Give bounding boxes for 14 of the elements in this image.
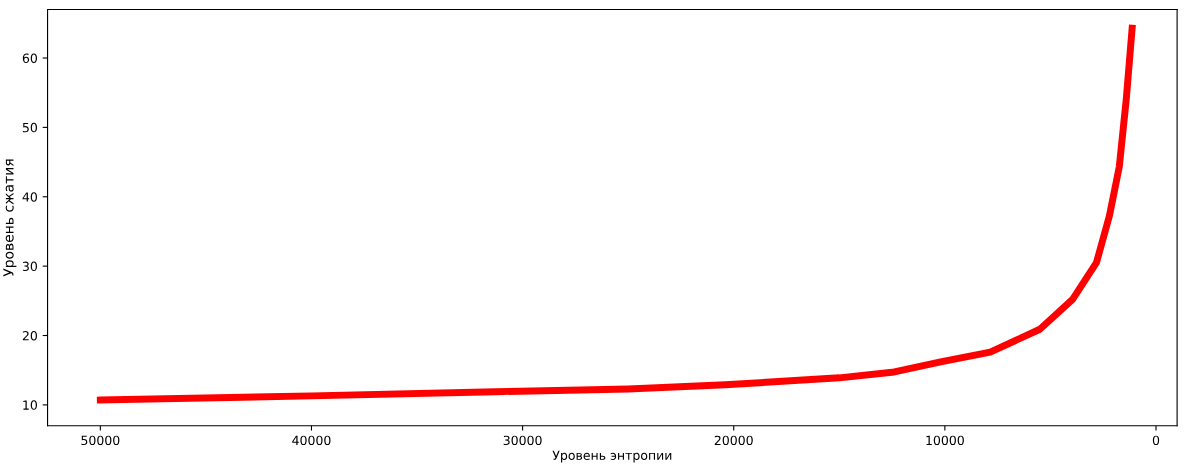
x-tick-label: 20000 bbox=[714, 435, 753, 446]
y-tick-label: 10 bbox=[23, 400, 38, 410]
x-tick-label: 10000 bbox=[926, 435, 964, 446]
x-tick-label: 40000 bbox=[292, 435, 331, 446]
y-tick-label: 50 bbox=[22, 122, 38, 133]
y-tick-label: 40 bbox=[22, 192, 38, 202]
x-axis-title: Уровень энтропии bbox=[552, 450, 672, 463]
y-axis-title: Уровень сжатия bbox=[3, 159, 17, 277]
y-tick-label: 30 bbox=[22, 261, 38, 272]
x-tick-label: 30000 bbox=[503, 435, 542, 446]
x-tick-label: 50000 bbox=[81, 435, 120, 446]
y-tick-label: 20 bbox=[22, 330, 38, 341]
x-tick-label: 0 bbox=[1152, 435, 1160, 446]
y-tick-label: 60 bbox=[22, 53, 38, 63]
